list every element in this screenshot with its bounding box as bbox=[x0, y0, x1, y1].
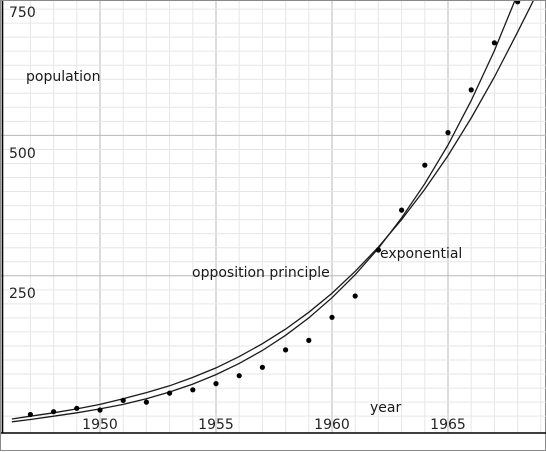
y-tick-label-250: 250 bbox=[9, 286, 36, 302]
data-point bbox=[422, 162, 428, 168]
curves bbox=[11, 1, 534, 423]
opposition-principle-curve bbox=[11, 1, 534, 420]
data-point bbox=[515, 1, 521, 5]
tick-labels: 1950 1955 1960 1965 250 500 750 bbox=[9, 5, 466, 433]
exponential-curve bbox=[11, 1, 516, 423]
data-points bbox=[27, 1, 521, 418]
x-tick-label-1955: 1955 bbox=[198, 417, 234, 433]
labels: population year opposition principle exp… bbox=[26, 69, 462, 416]
y-tick-label-500: 500 bbox=[9, 146, 36, 162]
data-point bbox=[97, 407, 103, 413]
data-point bbox=[399, 207, 405, 213]
x-tick-label-1965: 1965 bbox=[430, 417, 466, 433]
x-tick-label-1960: 1960 bbox=[314, 417, 350, 433]
data-point bbox=[352, 293, 358, 299]
data-point bbox=[190, 387, 196, 393]
x-axis-label: year bbox=[370, 400, 401, 416]
data-point bbox=[445, 130, 451, 136]
opposition-principle-label: opposition principle bbox=[192, 265, 330, 281]
data-point bbox=[468, 87, 474, 93]
data-point bbox=[167, 390, 173, 396]
data-point bbox=[143, 399, 149, 405]
axes bbox=[1, 1, 546, 434]
data-point bbox=[306, 337, 312, 343]
data-point bbox=[74, 405, 80, 411]
data-point bbox=[213, 381, 219, 387]
grid bbox=[1, 1, 546, 433]
data-point bbox=[375, 247, 381, 253]
y-axis-label: population bbox=[26, 69, 101, 85]
data-point bbox=[27, 411, 33, 418]
x-tick-label-1950: 1950 bbox=[82, 417, 118, 433]
data-point bbox=[283, 347, 289, 353]
data-point bbox=[51, 409, 57, 415]
data-point bbox=[120, 397, 126, 403]
exponential-label: exponential bbox=[380, 246, 462, 262]
data-point bbox=[259, 364, 265, 370]
data-point bbox=[329, 314, 335, 320]
data-point bbox=[491, 40, 497, 46]
data-point bbox=[236, 373, 242, 379]
y-tick-label-750: 750 bbox=[9, 5, 36, 21]
